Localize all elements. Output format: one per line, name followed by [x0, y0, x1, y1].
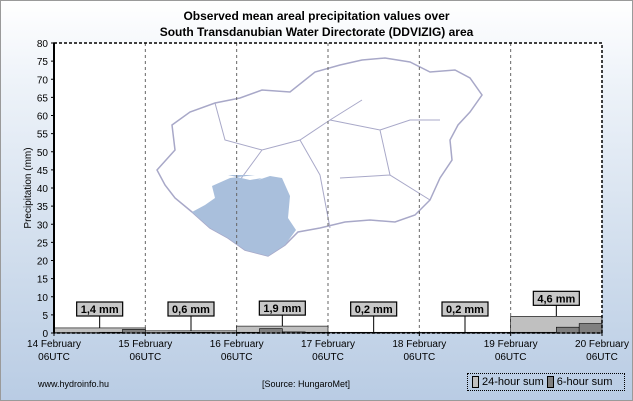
value-label-box: [167, 301, 215, 317]
map-outline: [156, 57, 483, 257]
value-label-box: [76, 301, 124, 317]
title-line-1: Observed mean areal precipitation values…: [183, 9, 450, 23]
y-tick-label: 60: [37, 112, 49, 123]
y-tick-label: 15: [37, 275, 49, 286]
ddvizig-region: [192, 175, 296, 256]
y-tick-label: 10: [37, 293, 49, 304]
y-tick-label: 25: [37, 238, 49, 249]
y-tick-label: 5: [42, 311, 48, 322]
y-tick-label: 30: [37, 220, 49, 231]
y-tick-label: 35: [37, 202, 49, 213]
x-tick-hour: 06UTC: [495, 352, 527, 363]
x-tick-hour: 06UTC: [403, 352, 435, 363]
y-tick-label: 45: [37, 166, 49, 177]
y-axis-label: Precipitation (mm): [23, 147, 34, 228]
x-tick-hour: 06UTC: [586, 352, 618, 363]
value-label: 0,2 mm: [355, 304, 393, 316]
value-label: 4,6 mm: [537, 293, 575, 305]
x-tick-day: 16 February: [210, 339, 264, 350]
legend: 24-hour sum 6-hour sum: [467, 373, 625, 391]
value-label-box: [441, 301, 489, 317]
value-label-box: [258, 300, 306, 316]
x-tick-day: 19 February: [484, 339, 538, 350]
y-tick-label: 80: [37, 39, 49, 50]
x-tick-hour: 06UTC: [312, 352, 344, 363]
value-label: 0,6 mm: [172, 304, 210, 316]
value-label-box: [532, 290, 580, 306]
value-label: 1,4 mm: [81, 304, 119, 316]
legend-label-6h: 6-hour sum: [556, 376, 613, 388]
chart-title: Observed mean areal precipitation values…: [0, 8, 633, 40]
x-tick-hour: 06UTC: [38, 352, 70, 363]
title-line-2: South Transdanubian Water Directorate (D…: [159, 25, 474, 39]
source-note: [Source: HungaroMet]: [262, 379, 351, 389]
x-tick-day: 15 February: [118, 339, 172, 350]
y-tick-label: 50: [37, 148, 49, 159]
x-tick-hour: 06UTC: [129, 352, 161, 363]
map-borders: [214, 99, 440, 229]
x-tick-day: 20 February: [575, 339, 629, 350]
legend-label-24h: 24-hour sum: [482, 376, 544, 388]
legend-swatch-6h: [546, 376, 554, 388]
y-tick-label: 40: [37, 184, 49, 195]
legend-swatch-24h: [472, 376, 479, 388]
x-tick-day: 14 February: [27, 339, 81, 350]
value-label-box: [350, 301, 398, 317]
six-hour-bar: [556, 326, 580, 334]
x-tick-hour: 06UTC: [221, 352, 253, 363]
six-hour-bar: [259, 328, 283, 334]
hungary-map: [156, 57, 483, 257]
y-tick-label: 0: [42, 329, 48, 340]
y-tick-label: 75: [37, 57, 49, 68]
six-hour-bar: [578, 323, 603, 334]
y-tick-label: 70: [37, 75, 49, 86]
x-tick-day: 18 February: [392, 339, 446, 350]
y-tick-label: 20: [37, 257, 49, 268]
value-label: 0,2 mm: [446, 304, 484, 316]
website-link[interactable]: www.hydroinfo.hu: [38, 379, 110, 389]
x-tick-day: 17 February: [301, 339, 355, 350]
y-tick-label: 65: [37, 93, 49, 104]
y-tick-label: 55: [37, 130, 49, 141]
value-label: 1,9 mm: [263, 303, 301, 315]
